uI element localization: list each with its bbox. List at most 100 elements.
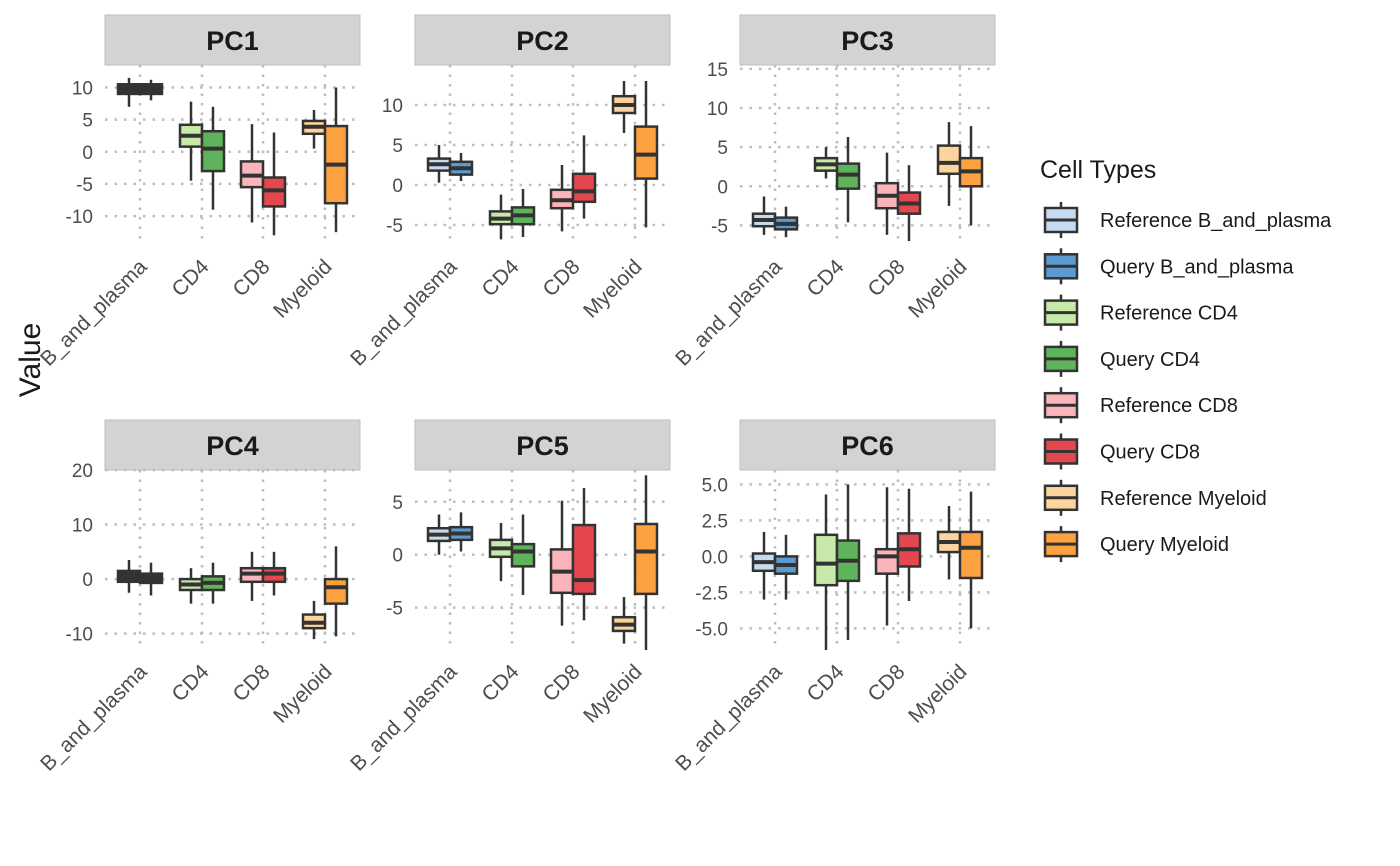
x-tick-label: CD8 xyxy=(229,255,275,301)
legend-label: Reference Myeloid xyxy=(1100,488,1267,510)
x-tick-label: Myeloid xyxy=(904,660,971,727)
x-tick-label: CD8 xyxy=(864,255,910,301)
box-b-and-plasma-query xyxy=(448,153,474,181)
y-axis-label: Value xyxy=(14,323,47,398)
box-cd4-query xyxy=(835,137,861,223)
box-cd8-query xyxy=(571,488,597,621)
box-myeloid-reference xyxy=(301,600,327,640)
box-iqr xyxy=(936,144,962,176)
box-b-and-plasma-reference xyxy=(751,196,777,235)
box-myeloid-reference xyxy=(611,81,637,133)
y-tick-label: -5 xyxy=(76,175,93,196)
panel-strip xyxy=(414,14,671,66)
box-b-and-plasma-query xyxy=(773,534,799,600)
box-cd8-query xyxy=(571,135,597,219)
y-tick-label: 10 xyxy=(72,516,93,537)
box-cd4-reference xyxy=(488,194,514,240)
x-tick-label: CD4 xyxy=(478,255,524,301)
box-myeloid-query xyxy=(633,81,659,228)
y-tick-label: 20 xyxy=(72,461,93,482)
y-tick-label: -5.0 xyxy=(695,619,728,640)
x-tick-label: Myeloid xyxy=(269,660,336,727)
y-tick-label: 5.0 xyxy=(702,475,728,496)
panel-title: PC3 xyxy=(841,26,894,56)
legend-label: Query CD4 xyxy=(1100,349,1200,371)
y-tick-label: -2.5 xyxy=(695,583,728,604)
box-b-and-plasma-reference xyxy=(116,77,142,107)
y-tick-label: 10 xyxy=(707,99,728,120)
panel-title: PC5 xyxy=(516,431,569,461)
panel-title: PC4 xyxy=(206,431,259,461)
panel-pc6: PC6 5.0 2.5 0.0 -2.5 -5.0 B_and_plasma CD4 CD8My… xyxy=(671,419,996,776)
box-iqr xyxy=(323,577,349,605)
box-cd4-query xyxy=(510,189,536,237)
x-tick-label: B_and_plasma xyxy=(671,255,787,371)
legend-entry-reference-b-and-plasma: Reference B_and_plasma xyxy=(1043,202,1332,238)
y-tick-label: 5 xyxy=(392,136,403,157)
box-b-and-plasma-reference xyxy=(426,145,452,183)
panel-strip xyxy=(739,419,996,471)
legend-entry-reference-myeloid: Reference Myeloid xyxy=(1043,479,1267,516)
box-myeloid-query xyxy=(323,546,349,637)
box-b-and-plasma-query xyxy=(448,512,474,552)
legend-label: Query Myeloid xyxy=(1100,534,1229,556)
x-tick-label: B_and_plasma xyxy=(671,660,787,776)
box-iqr xyxy=(813,533,839,587)
box-myeloid-reference xyxy=(611,597,637,644)
panel-strip xyxy=(104,14,361,66)
box-b-and-plasma-reference xyxy=(116,560,142,593)
legend-entry-query-myeloid: Query Myeloid xyxy=(1043,526,1229,563)
box-cd8-reference xyxy=(239,551,265,601)
legend: Cell Types Reference B_and_plasma Query B… xyxy=(1040,156,1332,563)
legend-entry-reference-cd4: Reference CD4 xyxy=(1043,294,1238,331)
legend-label: Reference CD4 xyxy=(1100,303,1238,325)
box-cd4-reference xyxy=(178,568,204,604)
box-cd4-query xyxy=(200,562,226,604)
box-cd4-query xyxy=(835,484,861,640)
box-cd8-reference xyxy=(549,165,575,232)
y-tick-label: -10 xyxy=(66,625,93,646)
y-tick-label: 5 xyxy=(717,138,728,159)
y-tick-label: 0 xyxy=(392,546,403,567)
y-tick-label: -5 xyxy=(386,599,403,620)
box-cd4-reference xyxy=(813,494,839,650)
x-tick-label: B_and_plasma xyxy=(346,660,462,776)
box-cd8-query xyxy=(261,132,287,236)
box-cd8-query xyxy=(896,165,922,242)
y-tick-label: 0 xyxy=(717,177,728,198)
panel-title: PC1 xyxy=(206,26,259,56)
x-tick-label: CD4 xyxy=(168,255,214,301)
y-tick-label: -10 xyxy=(66,207,93,228)
y-tick-label: 10 xyxy=(382,96,403,117)
x-tick-label: Myeloid xyxy=(904,255,971,322)
box-iqr xyxy=(874,547,900,575)
legend-label: Query CD8 xyxy=(1100,442,1200,464)
legend-entry-query-b-and-plasma: Query B_and_plasma xyxy=(1043,248,1294,285)
x-tick-label: Myeloid xyxy=(579,660,646,727)
legend-entry-query-cd8: Query CD8 xyxy=(1043,433,1200,470)
box-myeloid-query xyxy=(958,126,984,226)
legend-entry-reference-cd8: Reference CD8 xyxy=(1043,387,1238,424)
panel-title: PC6 xyxy=(841,431,894,461)
x-tick-label: CD4 xyxy=(478,660,524,706)
box-b-and-plasma-query xyxy=(773,206,799,238)
box-myeloid-reference xyxy=(936,122,962,206)
y-tick-label: 5 xyxy=(392,493,403,514)
box-cd8-reference xyxy=(549,500,575,626)
box-cd4-reference xyxy=(488,522,514,582)
box-b-and-plasma-reference xyxy=(751,531,777,600)
box-b-and-plasma-query xyxy=(138,562,164,596)
x-tick-label: CD8 xyxy=(864,660,910,706)
x-tick-label: CD8 xyxy=(229,660,275,706)
box-b-and-plasma-query xyxy=(138,79,164,101)
box-iqr xyxy=(571,523,597,596)
box-cd8-query xyxy=(261,551,287,596)
y-tick-label: 15 xyxy=(707,60,728,81)
box-b-and-plasma-reference xyxy=(426,514,452,555)
y-tick-label: 10 xyxy=(72,79,93,100)
